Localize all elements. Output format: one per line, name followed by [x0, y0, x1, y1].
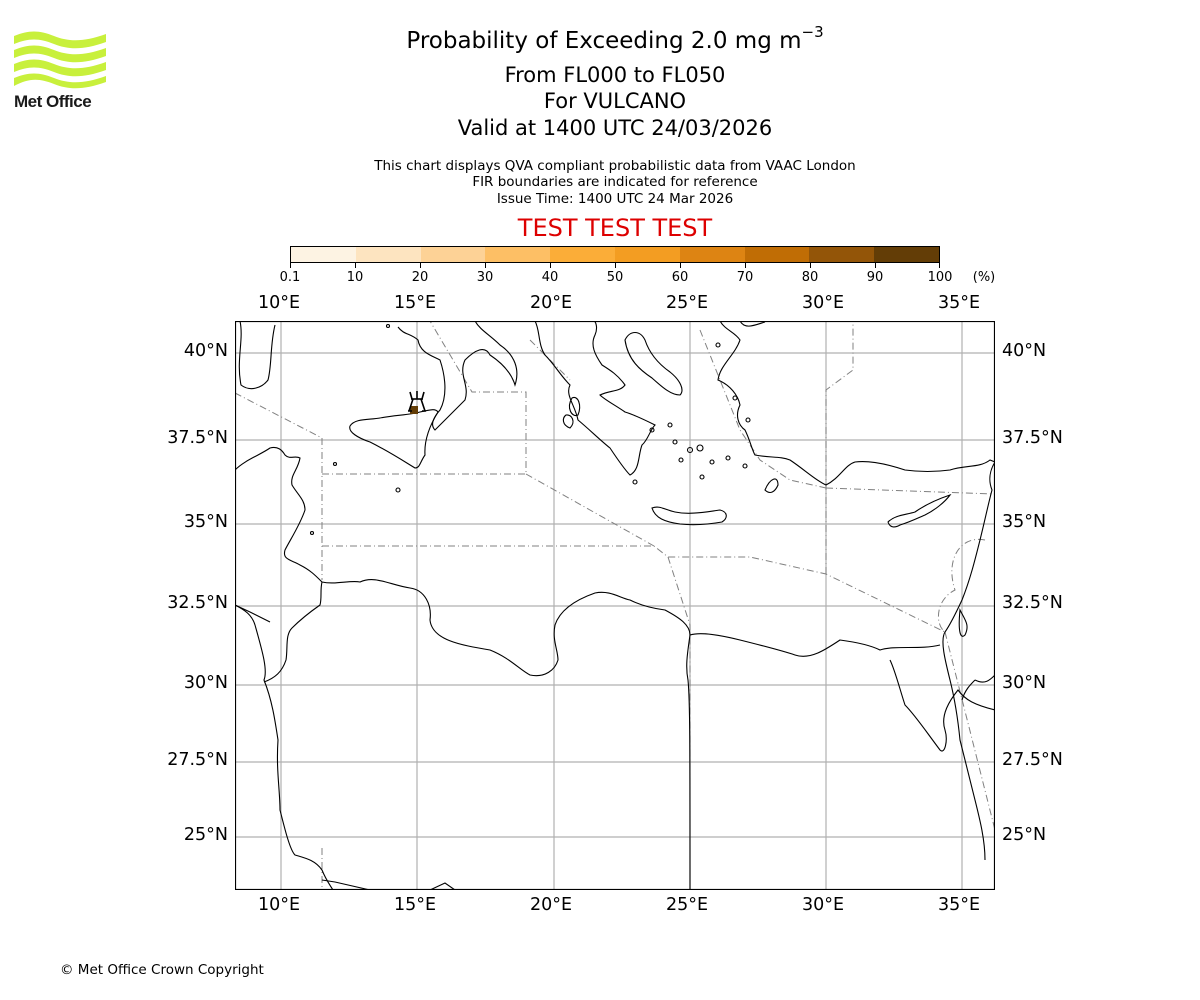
- met-office-logo: Met Office: [14, 30, 109, 115]
- colorbar-tick: [680, 263, 681, 268]
- colorbar-segment: [614, 247, 680, 262]
- colorbar-tick: [939, 263, 940, 268]
- colorbar-label: 20: [411, 270, 429, 285]
- colorbar-segment: [679, 247, 745, 262]
- met-office-wordmark: Met Office: [14, 92, 92, 111]
- colorbar-tick: [550, 263, 551, 268]
- lat-label-right: 25°N: [1002, 825, 1047, 845]
- volcano-icon: [408, 391, 426, 412]
- colorbar-tick: [875, 263, 876, 268]
- probability-cell: [410, 406, 418, 414]
- colorbar-label: 60: [671, 270, 689, 285]
- lon-label-top: 15°E: [394, 293, 437, 313]
- colorbar-label: 10: [346, 270, 364, 285]
- flight-level-range: From FL000 to FL050: [504, 63, 726, 87]
- test-banner: TEST TEST TEST: [517, 214, 713, 242]
- lat-label-left: 37.5°N: [167, 428, 228, 448]
- colorbar-label: 0.1: [279, 270, 301, 285]
- lat-label-left: 30°N: [183, 673, 228, 693]
- lat-label-right: 27.5°N: [1002, 750, 1063, 770]
- colorbar-tick: [810, 263, 811, 268]
- issue-time: Issue Time: 1400 UTC 24 Mar 2026: [496, 191, 734, 207]
- lon-label-top: 20°E: [530, 293, 573, 313]
- colorbar-tick: [615, 263, 616, 268]
- colorbar-segment: [744, 247, 810, 262]
- lat-label-left: 32.5°N: [167, 593, 228, 613]
- lon-label-top: 25°E: [666, 293, 709, 313]
- lat-label-right: 32.5°N: [1002, 593, 1063, 613]
- colorbar-segment: [874, 247, 939, 262]
- colorbar-tick: [355, 263, 356, 268]
- colorbar-tick: [745, 263, 746, 268]
- title-text: Probability of Exceeding 2.0 mg m: [406, 28, 802, 54]
- chart-title: Probability of Exceeding 2.0 mg m−3: [0, 25, 1200, 54]
- colorbar-segment: [291, 247, 356, 262]
- lon-label-top: 35°E: [938, 293, 981, 313]
- lon-label-bottom: 25°E: [666, 895, 709, 915]
- lon-label-top: 10°E: [258, 293, 301, 313]
- colorbar-tick: [485, 263, 486, 268]
- map-frame: [235, 321, 995, 890]
- lon-label-bottom: 35°E: [938, 895, 981, 915]
- colorbar-label: 40: [541, 270, 559, 285]
- graticule: [235, 321, 995, 890]
- note-fir: FIR boundaries are indicated for referen…: [472, 174, 758, 190]
- lat-label-left: 25°N: [183, 825, 228, 845]
- lat-label-right: 37.5°N: [1002, 428, 1063, 448]
- lon-label-bottom: 30°E: [802, 895, 845, 915]
- colorbar-tick: [290, 263, 291, 268]
- colorbar-label: 80: [801, 270, 819, 285]
- colorbar-label: 30: [476, 270, 494, 285]
- colorbar-tick: [420, 263, 421, 268]
- colorbar-segment: [420, 247, 486, 262]
- colorbar-segment: [809, 247, 875, 262]
- lon-label-bottom: 20°E: [530, 895, 573, 915]
- copyright-notice: © Met Office Crown Copyright: [60, 962, 264, 978]
- colorbar-segment: [485, 247, 551, 262]
- note-qva: This chart displays QVA compliant probab…: [374, 158, 856, 174]
- colorbar-label: 50: [606, 270, 624, 285]
- colorbar-label: 100: [927, 270, 953, 285]
- valid-time: Valid at 1400 UTC 24/03/2026: [457, 116, 773, 140]
- colorbar-label: 70: [736, 270, 754, 285]
- lat-label-left: 40°N: [183, 341, 228, 361]
- lon-label-bottom: 10°E: [258, 895, 301, 915]
- lat-label-left: 27.5°N: [167, 750, 228, 770]
- volcano-name: For VULCANO: [543, 89, 687, 113]
- lat-label-right: 30°N: [1002, 673, 1047, 693]
- lon-label-top: 30°E: [802, 293, 845, 313]
- lat-label-right: 40°N: [1002, 341, 1047, 361]
- volcano-vulcano-marker[interactable]: [408, 391, 426, 414]
- colorbar-label: 90: [866, 270, 884, 285]
- lat-label-left: 35°N: [183, 512, 228, 532]
- met-office-waves-icon: [14, 31, 106, 89]
- colorbar-segment: [355, 247, 421, 262]
- lon-label-bottom: 15°E: [394, 895, 437, 915]
- coastlines: [235, 321, 995, 890]
- map-plot-area[interactable]: [235, 321, 995, 890]
- lat-label-right: 35°N: [1002, 512, 1047, 532]
- probability-colorbar: [290, 246, 940, 263]
- title-superscript: −3: [801, 23, 824, 42]
- colorbar-segment: [550, 247, 615, 262]
- colorbar-unit: (%): [972, 270, 996, 285]
- fir-boundaries: [235, 321, 995, 890]
